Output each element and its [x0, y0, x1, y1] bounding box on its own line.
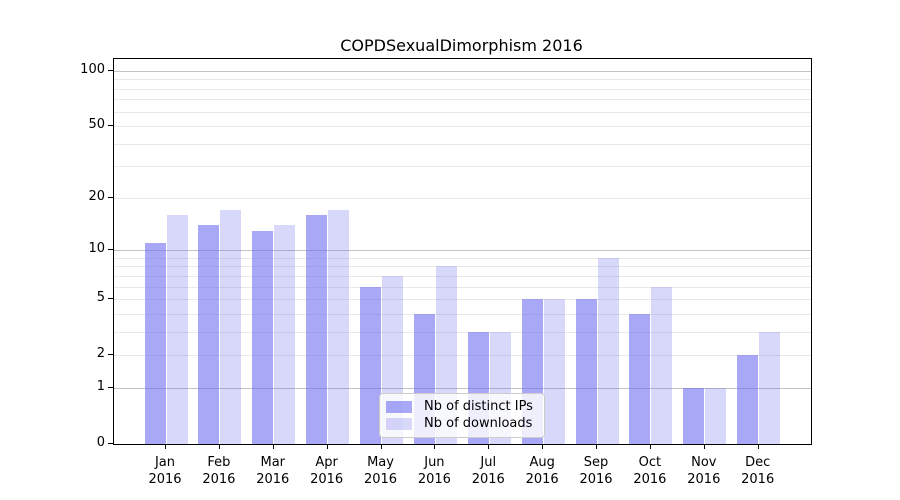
y-tick-label-20: 20: [88, 188, 105, 204]
x-tick-label-feb: Feb 2016: [202, 455, 236, 487]
x-tick-label-aug: Aug 2016: [525, 455, 559, 487]
x-tick-may: [380, 444, 382, 449]
x-tick-label-nov: Nov 2016: [687, 455, 721, 487]
x-tick-oct: [649, 444, 651, 449]
y-tick-1: [108, 386, 113, 388]
y-tick-label-100: 100: [80, 62, 105, 77]
x-tick-feb: [218, 444, 220, 449]
legend-label-distinct-ips: Nb of distinct IPs: [424, 399, 533, 414]
x-tick-nov: [703, 444, 705, 449]
plot-area: [113, 58, 812, 445]
bar-nb-of-downloads-jan: [166, 215, 188, 444]
minor-gridline-2: [114, 355, 811, 357]
y-tick-50: [108, 125, 113, 127]
x-tick-apr: [326, 444, 328, 449]
y-tick-label-10: 10: [88, 241, 105, 257]
bar-nb-of-downloads-mar: [274, 225, 296, 444]
legend-swatch-distinct-ips: [386, 401, 412, 413]
y-tick-2: [108, 354, 113, 356]
legend-item-downloads: Nb of downloads: [386, 417, 536, 431]
legend: Nb of distinct IPs Nb of downloads: [379, 393, 545, 438]
minor-gridline-5: [114, 299, 811, 301]
bar-nb-of-downloads-apr: [328, 210, 350, 444]
bar-nb-of-distinct-ips-mar: [252, 230, 274, 444]
bar-nb-of-distinct-ips-jan: [144, 243, 166, 444]
major-gridline-1: [114, 387, 811, 389]
bar-nb-of-distinct-ips-oct: [629, 313, 651, 444]
bar-nb-of-distinct-ips-apr: [306, 215, 328, 444]
bar-nb-of-downloads-aug: [543, 299, 565, 444]
minor-gridline-90: [114, 79, 811, 81]
minor-gridline-60: [114, 111, 811, 113]
bar-nb-of-distinct-ips-sep: [575, 299, 597, 444]
minor-gridline-20: [114, 197, 811, 199]
minor-gridline-40: [114, 143, 811, 145]
bar-nb-of-downloads-oct: [651, 286, 673, 444]
legend-swatch-downloads: [386, 418, 412, 430]
x-tick-label-dec: Dec 2016: [741, 455, 775, 487]
x-tick-sep: [596, 444, 598, 449]
minor-gridline-70: [114, 99, 811, 101]
minor-gridline-6: [114, 286, 811, 288]
x-tick-label-jun: Jun 2016: [417, 455, 451, 487]
x-tick-mar: [272, 444, 274, 449]
bar-nb-of-downloads-sep: [597, 257, 619, 444]
major-gridline-10: [114, 250, 811, 252]
y-tick-label-2: 2: [96, 346, 105, 362]
y-tick-5: [108, 298, 113, 300]
x-tick-label-sep: Sep 2016: [579, 455, 613, 487]
y-tick-100: [108, 70, 113, 71]
y-tick-20: [108, 196, 113, 198]
minor-gridline-3: [114, 331, 811, 333]
chart-title: COPDSexualDimorphism 2016: [340, 36, 583, 55]
x-tick-label-mar: Mar 2016: [256, 455, 290, 487]
x-tick-aug: [542, 444, 544, 449]
legend-label-downloads: Nb of downloads: [424, 416, 533, 431]
minor-gridline-4: [114, 313, 811, 315]
y-tick-label-50: 50: [88, 117, 105, 133]
minor-gridline-7: [114, 275, 811, 277]
x-tick-label-jul: Jul 2016: [471, 455, 505, 487]
major-gridline-100: [114, 71, 811, 72]
bars-layer: [114, 59, 811, 444]
y-tick-label-5: 5: [96, 290, 105, 306]
y-tick-10: [108, 249, 113, 251]
y-tick-0: [108, 443, 113, 444]
minor-gridline-30: [114, 166, 811, 168]
bar-nb-of-downloads-feb: [220, 210, 242, 444]
minor-gridline-50: [114, 126, 811, 128]
bar-nb-of-distinct-ips-dec: [737, 355, 759, 444]
bar-nb-of-downloads-nov: [705, 387, 727, 444]
legend-item-distinct-ips: Nb of distinct IPs: [386, 400, 536, 414]
x-tick-jul: [488, 444, 490, 449]
x-tick-label-apr: Apr 2016: [310, 455, 344, 487]
bar-nb-of-distinct-ips-nov: [683, 387, 705, 444]
x-tick-label-jan: Jan 2016: [148, 455, 182, 487]
bar-nb-of-distinct-ips-feb: [198, 225, 220, 444]
x-tick-dec: [757, 444, 759, 449]
minor-gridline-80: [114, 88, 811, 90]
x-tick-label-oct: Oct 2016: [633, 455, 667, 487]
bar-nb-of-distinct-ips-may: [360, 286, 382, 444]
y-tick-label-0: 0: [96, 435, 105, 450]
minor-gridline-9: [114, 257, 811, 259]
bar-nb-of-downloads-dec: [759, 331, 781, 444]
x-tick-label-may: May 2016: [363, 455, 398, 487]
x-tick-jan: [165, 444, 166, 449]
minor-gridline-8: [114, 266, 811, 268]
y-tick-label-1: 1: [96, 378, 105, 394]
grid-layer: [114, 59, 811, 444]
x-tick-jun: [434, 444, 436, 449]
